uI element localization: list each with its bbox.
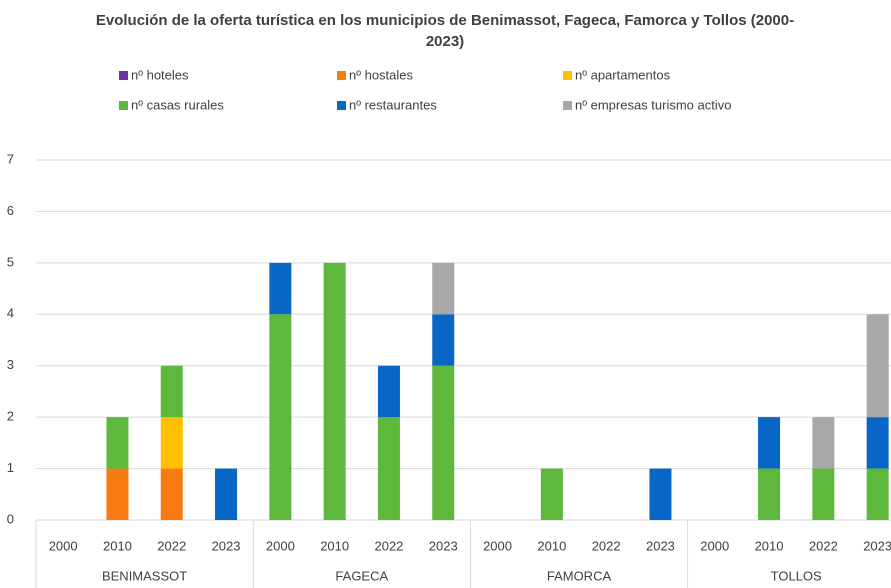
group-label: FAMORCA xyxy=(547,568,612,583)
bar-segment xyxy=(160,417,183,469)
y-tick-label: 4 xyxy=(7,306,14,321)
x-tick-label: 2010 xyxy=(320,538,349,553)
bar-segment xyxy=(106,417,129,469)
bar-segment xyxy=(432,314,455,366)
y-tick-label: 3 xyxy=(7,357,14,372)
group-label: FAGECA xyxy=(335,568,388,583)
x-tick-label: 2000 xyxy=(266,538,295,553)
x-tick-label: 2022 xyxy=(809,538,838,553)
bar-segment xyxy=(160,468,183,520)
bar-segment xyxy=(432,262,455,315)
y-tick-label: 0 xyxy=(7,511,14,526)
x-tick-label: 2023 xyxy=(646,538,675,553)
bar-segment xyxy=(215,468,238,520)
legend-label: nº restaurantes xyxy=(349,97,437,112)
x-tick-label: 2010 xyxy=(103,538,132,553)
bar-segment xyxy=(758,468,781,520)
x-tick-label: 2023 xyxy=(863,538,891,553)
y-tick-label: 2 xyxy=(7,409,14,424)
y-tick-label: 7 xyxy=(7,151,14,166)
legend-swatch xyxy=(337,71,346,80)
bar-segment xyxy=(758,417,781,469)
legend-label: nº empresas turismo activo xyxy=(575,97,731,112)
x-tick-label: 2000 xyxy=(700,538,729,553)
x-tick-label: 2022 xyxy=(592,538,621,553)
legend-swatch xyxy=(563,101,572,110)
y-tick-label: 6 xyxy=(7,203,14,218)
legend-label: nº hostales xyxy=(349,67,414,82)
bar-segment xyxy=(649,468,672,520)
bar-segment xyxy=(812,417,835,469)
legend-swatch xyxy=(563,71,572,80)
bar-segment xyxy=(106,468,129,520)
x-tick-label: 2010 xyxy=(755,538,784,553)
chart-title: Evolución de la oferta turística en los … xyxy=(95,12,795,50)
bar-segment xyxy=(160,365,183,418)
legend-swatch xyxy=(119,101,128,110)
group-label: TOLLOS xyxy=(771,568,822,583)
bar-segment xyxy=(269,262,292,315)
bar-segment xyxy=(540,468,563,520)
legend-label: nº apartamentos xyxy=(575,67,671,82)
legend-label: nº hoteles xyxy=(131,67,189,82)
legend-label: nº casas rurales xyxy=(131,97,224,112)
bar-segment xyxy=(866,417,889,469)
y-tick-label: 5 xyxy=(7,254,14,269)
bar-segment xyxy=(812,468,835,520)
bar-segment xyxy=(377,417,400,520)
x-tick-label: 2023 xyxy=(212,538,241,553)
x-tick-label: 2010 xyxy=(537,538,566,553)
x-tick-label: 2022 xyxy=(157,538,186,553)
legend-swatch xyxy=(119,71,128,80)
x-tick-label: 2023 xyxy=(429,538,458,553)
group-label: BENIMASSOT xyxy=(102,568,187,583)
x-tick-label: 2000 xyxy=(483,538,512,553)
bar-segment xyxy=(323,262,346,520)
legend-swatch xyxy=(337,101,346,110)
bar-segment xyxy=(432,365,455,520)
y-tick-label: 1 xyxy=(7,460,14,475)
bar-segment xyxy=(269,314,292,520)
bar-segment xyxy=(377,365,400,418)
bar-segment xyxy=(866,314,889,418)
x-tick-label: 2000 xyxy=(49,538,78,553)
x-tick-label: 2022 xyxy=(374,538,403,553)
bar-segment xyxy=(866,468,889,520)
